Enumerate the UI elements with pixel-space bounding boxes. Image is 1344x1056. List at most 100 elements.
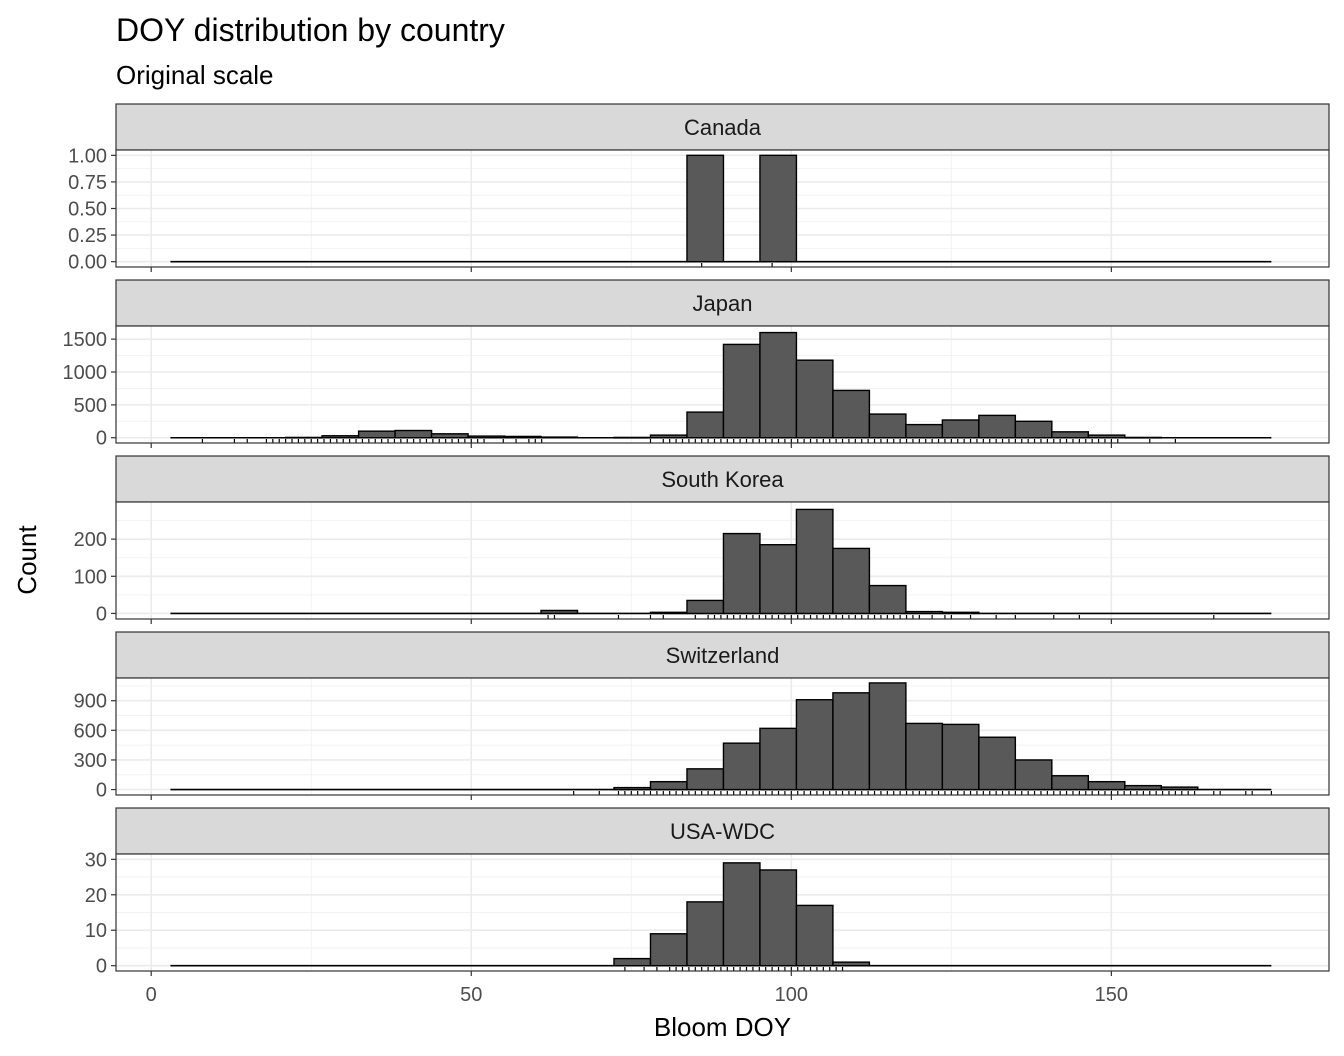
histogram-bar <box>722 343 761 439</box>
histogram-bar <box>686 154 725 263</box>
histogram-bar <box>1014 420 1053 439</box>
histogram-bar <box>1087 780 1126 791</box>
histogram-bar <box>795 508 834 615</box>
y-tick-label: 200 <box>74 529 107 551</box>
x-axis-title: Bloom DOY <box>654 1012 791 1042</box>
histogram-bar <box>1014 759 1053 791</box>
histogram-bar <box>357 430 396 439</box>
histogram-bar <box>284 436 323 439</box>
y-tick-label: 600 <box>74 720 107 742</box>
y-tick-label: 0.75 <box>68 172 107 194</box>
histogram-bar <box>832 389 871 439</box>
histogram-bar <box>868 413 907 439</box>
histogram-bar <box>1160 786 1199 791</box>
histogram-bar <box>868 682 907 791</box>
panel-border <box>115 325 1330 444</box>
histogram-bar <box>759 544 798 615</box>
histogram-bar <box>905 423 944 439</box>
histogram-bar <box>722 862 761 967</box>
panel-border <box>115 677 1330 796</box>
facet-label: Switzerland <box>666 643 780 668</box>
y-tick-label: 0.00 <box>68 252 107 274</box>
histogram-bar <box>649 611 688 615</box>
facet-label: USA-WDC <box>670 819 775 844</box>
histogram-bar <box>795 359 834 439</box>
histogram-bar <box>649 780 688 791</box>
y-tick-label: 1500 <box>63 329 108 351</box>
histogram-bar <box>430 433 469 439</box>
histogram-bar <box>868 584 907 615</box>
y-tick-label: 30 <box>85 849 107 871</box>
histogram-bar <box>467 435 506 439</box>
y-tick-label: 0 <box>96 956 107 978</box>
histogram-bar <box>978 414 1017 439</box>
y-tick-label: 0.50 <box>68 199 107 221</box>
histogram-bar <box>722 532 761 615</box>
y-tick-label: 1.00 <box>68 145 107 167</box>
histogram-bar <box>832 961 871 967</box>
histogram-bar <box>540 436 579 439</box>
y-tick-label: 100 <box>74 566 107 588</box>
facet-strip <box>115 103 1330 151</box>
histogram-bar <box>1124 784 1162 791</box>
y-tick-label: 0 <box>96 780 107 802</box>
x-tick-label: 100 <box>775 984 808 1006</box>
histogram-bar <box>759 727 798 791</box>
y-tick-label: 1000 <box>63 362 108 384</box>
facet-strip <box>115 455 1330 503</box>
panel-background <box>116 502 1329 619</box>
histogram-bar <box>795 699 834 791</box>
histogram-bar <box>978 736 1017 791</box>
facet-label: Canada <box>684 115 762 140</box>
histogram-bar <box>722 742 761 791</box>
histogram-bar <box>540 609 579 615</box>
y-tick-label: 300 <box>74 750 107 772</box>
histogram-bar <box>759 331 798 439</box>
histogram-bar <box>613 786 652 791</box>
y-tick-label: 20 <box>85 885 107 907</box>
histogram-bar <box>905 722 944 791</box>
histogram-bar <box>613 957 652 967</box>
histogram-bar <box>649 933 688 967</box>
histogram-bar <box>503 435 542 439</box>
histogram-bar <box>941 611 980 615</box>
chart-subtitle: Original scale <box>116 60 274 90</box>
histogram-bar <box>613 436 652 439</box>
histogram-bar <box>795 904 834 967</box>
histogram-bar <box>1124 436 1162 439</box>
histogram-bar <box>394 429 433 439</box>
histogram-bar <box>759 154 798 263</box>
histogram-bar <box>941 723 980 791</box>
histogram-bar <box>1051 775 1090 791</box>
y-tick-label: 0.25 <box>68 225 107 247</box>
facet-label: Japan <box>693 291 753 316</box>
histogram-bar <box>686 768 725 791</box>
x-tick-label: 50 <box>460 984 482 1006</box>
panel-border <box>115 501 1330 620</box>
histogram-bar <box>1087 434 1126 439</box>
histogram-bar <box>649 434 688 439</box>
histogram-bar <box>832 547 871 615</box>
x-tick-label: 0 <box>146 984 157 1006</box>
panel-border <box>115 853 1330 972</box>
histogram-bar <box>686 901 725 967</box>
y-tick-label: 10 <box>85 920 107 942</box>
y-tick-label: 0 <box>96 603 107 625</box>
y-tick-label: 900 <box>74 691 107 713</box>
y-axis-title: Count <box>12 525 42 595</box>
histogram-bar <box>686 599 725 615</box>
facet-strip <box>115 631 1330 679</box>
histogram-bar <box>905 610 944 615</box>
histogram-bar <box>1051 431 1090 439</box>
facet-strip <box>115 807 1330 855</box>
histogram-bar <box>832 692 871 791</box>
y-tick-label: 0 <box>96 428 107 450</box>
chart-title: DOY distribution by country <box>116 12 505 48</box>
y-tick-label: 500 <box>74 395 107 417</box>
histogram-bar <box>759 869 798 967</box>
histogram-bar <box>941 419 980 439</box>
x-tick-label: 150 <box>1095 984 1128 1006</box>
facet-label: South Korea <box>661 467 784 492</box>
